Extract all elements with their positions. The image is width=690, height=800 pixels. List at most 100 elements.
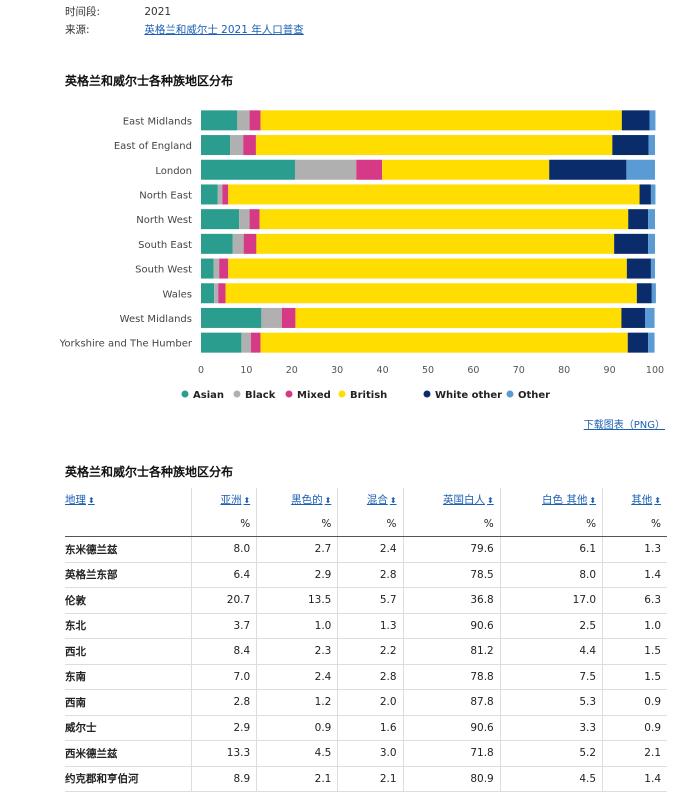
column-header-black[interactable]: 黑色的 ⬍: [256, 488, 338, 511]
bar-segment: [243, 233, 257, 254]
period-label: 时间段:: [65, 6, 101, 18]
value-cell: 2.9: [190, 715, 257, 741]
column-header-label[interactable]: 白色 其他: [542, 494, 588, 506]
bar-segment: [256, 233, 615, 254]
category-label: London: [155, 166, 192, 177]
bar-segment: [201, 307, 262, 328]
value-cell: 81.2: [402, 638, 501, 665]
bar-segment: [648, 135, 655, 156]
value-cell: 2.4: [337, 536, 404, 563]
sort-icon[interactable]: ⬍: [654, 496, 661, 505]
value-cell: 2.1: [337, 766, 404, 792]
value-cell: 78.8: [402, 664, 501, 690]
value-cell: 8.0: [499, 562, 603, 588]
sort-icon[interactable]: ⬍: [88, 496, 95, 505]
sort-icon[interactable]: ⬍: [243, 496, 251, 505]
legend-marker: [285, 390, 293, 398]
bar-segment: [261, 307, 282, 328]
value-cell: 1.3: [602, 536, 667, 563]
value-cell: 36.8: [402, 587, 501, 614]
value-cell: 79.6: [402, 536, 501, 563]
value-cell: 3.0: [337, 740, 404, 767]
value-cell: 2.8: [337, 664, 404, 690]
column-header-asian[interactable]: 亚洲 ⬍: [190, 488, 257, 511]
region-cell: 东北: [65, 613, 192, 639]
sort-icon[interactable]: ⬍: [487, 496, 494, 505]
column-header-label[interactable]: 黑色的: [291, 494, 323, 506]
value-cell: 6.4: [190, 562, 257, 588]
value-cell: 87.8: [402, 689, 501, 716]
bar-segment: [382, 159, 550, 180]
category-label: South West: [135, 265, 192, 276]
bar-segment: [626, 258, 651, 279]
legend-label: Other: [518, 390, 550, 400]
bar-segment: [228, 258, 627, 279]
x-tick-label: 80: [558, 365, 570, 376]
category-label: East of England: [114, 141, 192, 152]
value-cell: 7.0: [190, 664, 257, 690]
x-tick-label: 40: [377, 365, 389, 376]
sort-icon[interactable]: ⬍: [324, 496, 332, 505]
value-cell: 5.3: [499, 689, 603, 716]
table-row: 东米德兰兹 8.0 2.7 2.4 79.6 6.1 1.3: [65, 536, 667, 563]
bar-segment: [259, 209, 629, 230]
bar-segment: [239, 209, 250, 230]
source-link[interactable]: 英格兰和威尔士 2021 年人口普查: [144, 24, 304, 36]
value-cell: 2.1: [256, 766, 338, 792]
unit-cell: %: [499, 511, 603, 537]
category-label: East Midlands: [123, 116, 192, 127]
legend-label: Black: [245, 390, 276, 400]
unit-cell: %: [402, 511, 501, 537]
bar-segment: [243, 135, 256, 156]
bar-segment: [614, 233, 649, 254]
bar-segment: [650, 184, 656, 205]
bar-segment: [649, 110, 656, 131]
bar-segment: [636, 283, 652, 304]
value-cell: 6.3: [602, 587, 667, 614]
bar-segment: [645, 307, 655, 328]
bar-segment: [213, 258, 220, 279]
value-cell: 2.9: [256, 562, 338, 588]
bar-segment: [294, 159, 357, 180]
value-cell: 13.3: [190, 740, 257, 767]
column-header-geography[interactable]: 地理 ⬍: [65, 488, 192, 511]
value-cell: 2.2: [337, 638, 404, 665]
bar-segment: [201, 258, 214, 279]
column-header-label[interactable]: 其他: [631, 494, 653, 506]
sort-icon[interactable]: ⬍: [389, 496, 397, 505]
region-cell: 西米德兰兹: [65, 740, 192, 767]
table-title: 英格兰和威尔士各种族地区分布: [65, 465, 234, 479]
table-row: 西米德兰兹 13.3 4.5 3.0 71.8 5.2 2.1: [65, 740, 667, 767]
column-header-white-british[interactable]: 英国白人 ⬍: [402, 488, 501, 511]
column-header-white-other[interactable]: 白色 其他 ⬍: [499, 488, 603, 511]
unit-cell: %: [256, 511, 338, 537]
column-header-label[interactable]: 混合: [366, 494, 388, 506]
download-png-link[interactable]: 下载图表（PNG）: [583, 420, 665, 431]
value-cell: 2.8: [337, 562, 404, 588]
region-cell: 西南: [65, 689, 192, 716]
column-header-label[interactable]: 地理: [65, 494, 86, 506]
source-label: 来源:: [65, 24, 90, 36]
bar-segment: [230, 135, 244, 156]
value-cell: 2.5: [499, 613, 603, 639]
bar-segment: [201, 184, 218, 205]
value-cell: 1.5: [602, 664, 667, 690]
value-cell: 5.2: [499, 740, 603, 767]
bar-segment: [650, 258, 655, 279]
column-header-label[interactable]: 英国白人: [443, 494, 486, 506]
value-cell: 2.8: [190, 689, 257, 716]
bar-segment: [255, 135, 613, 156]
value-cell: 0.9: [602, 715, 667, 741]
column-header-label[interactable]: 亚洲: [220, 494, 242, 506]
column-header-mixed[interactable]: 混合 ⬍: [337, 488, 404, 511]
value-cell: 1.2: [256, 689, 338, 716]
bar-segment: [549, 159, 627, 180]
bar-segment: [217, 184, 223, 205]
value-cell: 1.5: [602, 638, 667, 665]
bar-segment: [201, 233, 233, 254]
bar-segment: [237, 110, 250, 131]
column-header-other[interactable]: 其他 ⬍: [602, 488, 667, 511]
bar-segment: [356, 159, 383, 180]
bar-segment: [201, 135, 231, 156]
sort-icon[interactable]: ⬍: [589, 496, 597, 505]
